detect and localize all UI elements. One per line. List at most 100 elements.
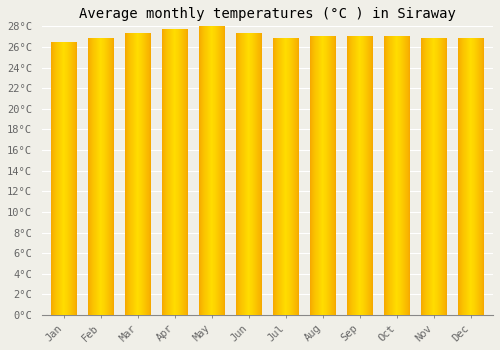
Bar xyxy=(261,34,262,315)
Bar xyxy=(215,26,216,315)
Bar xyxy=(357,36,358,315)
Bar xyxy=(284,37,285,315)
Bar xyxy=(204,26,205,315)
Bar xyxy=(277,37,278,315)
Bar xyxy=(326,36,327,315)
Bar xyxy=(207,26,208,315)
Bar xyxy=(351,36,352,315)
Bar xyxy=(164,29,166,315)
Bar xyxy=(320,36,321,315)
Bar xyxy=(322,36,323,315)
Bar xyxy=(51,42,52,315)
Bar xyxy=(105,37,106,315)
Bar xyxy=(404,36,405,315)
Bar xyxy=(57,42,58,315)
Bar xyxy=(172,29,173,315)
Bar xyxy=(106,37,108,315)
Bar xyxy=(242,34,243,315)
Bar xyxy=(212,26,213,315)
Bar xyxy=(458,37,459,315)
Bar xyxy=(425,37,426,315)
Bar xyxy=(59,42,60,315)
Bar xyxy=(71,42,72,315)
Bar xyxy=(244,34,245,315)
Bar xyxy=(64,42,65,315)
Bar xyxy=(75,42,76,315)
Bar xyxy=(180,29,181,315)
Bar xyxy=(218,26,219,315)
Bar xyxy=(178,29,179,315)
Bar xyxy=(362,36,363,315)
Bar xyxy=(287,37,288,315)
Bar xyxy=(199,26,200,315)
Bar xyxy=(250,34,251,315)
Bar xyxy=(108,37,109,315)
Bar xyxy=(90,37,92,315)
Bar xyxy=(182,29,183,315)
Bar xyxy=(446,37,447,315)
Bar xyxy=(439,37,440,315)
Bar xyxy=(252,34,253,315)
Bar xyxy=(437,37,438,315)
Bar xyxy=(459,37,460,315)
Bar xyxy=(434,37,435,315)
Bar xyxy=(184,29,185,315)
Bar xyxy=(236,34,237,315)
Bar xyxy=(475,37,476,315)
Bar xyxy=(400,36,401,315)
Bar xyxy=(258,34,259,315)
Bar xyxy=(113,37,114,315)
Bar xyxy=(272,37,273,315)
Bar xyxy=(474,37,475,315)
Bar xyxy=(251,34,252,315)
Bar xyxy=(175,29,176,315)
Bar xyxy=(246,34,248,315)
Bar xyxy=(386,36,388,315)
Bar xyxy=(213,26,214,315)
Bar xyxy=(408,36,409,315)
Bar xyxy=(433,37,434,315)
Bar xyxy=(372,36,373,315)
Bar xyxy=(72,42,73,315)
Bar xyxy=(253,34,254,315)
Bar xyxy=(333,36,334,315)
Bar xyxy=(139,34,140,315)
Bar xyxy=(330,36,331,315)
Bar xyxy=(290,37,291,315)
Bar xyxy=(424,37,425,315)
Bar xyxy=(442,37,443,315)
Bar xyxy=(172,29,174,315)
Bar xyxy=(422,37,423,315)
Bar xyxy=(126,34,127,315)
Bar xyxy=(328,36,329,315)
Bar xyxy=(256,34,257,315)
Bar xyxy=(55,42,56,315)
Bar xyxy=(355,36,356,315)
Bar xyxy=(130,34,131,315)
Bar xyxy=(432,37,433,315)
Bar xyxy=(65,42,66,315)
Bar xyxy=(390,36,391,315)
Bar xyxy=(318,36,319,315)
Bar xyxy=(402,36,403,315)
Bar xyxy=(280,37,281,315)
Bar xyxy=(273,37,274,315)
Bar xyxy=(170,29,171,315)
Bar xyxy=(142,34,143,315)
Bar xyxy=(58,42,59,315)
Bar xyxy=(98,37,99,315)
Bar xyxy=(315,36,316,315)
Bar xyxy=(445,37,446,315)
Bar xyxy=(249,34,250,315)
Bar xyxy=(438,37,439,315)
Bar xyxy=(254,34,256,315)
Bar xyxy=(134,34,135,315)
Bar xyxy=(311,36,312,315)
Bar xyxy=(162,29,163,315)
Bar xyxy=(293,37,294,315)
Bar xyxy=(402,36,404,315)
Bar xyxy=(331,36,332,315)
Bar xyxy=(112,37,113,315)
Bar xyxy=(406,36,407,315)
Bar xyxy=(407,36,408,315)
